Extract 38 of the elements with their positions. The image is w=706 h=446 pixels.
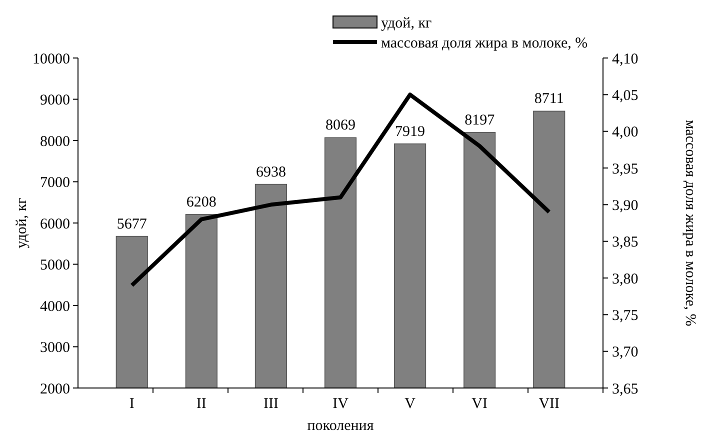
data-label: 7919 [395, 124, 426, 140]
y2-tick-label: 3,80 [612, 271, 638, 288]
data-label: 8197 [464, 112, 496, 128]
y-tick-label: 10000 [32, 51, 70, 68]
y-axis-title: удой, кг [14, 198, 30, 248]
y2-tick-label: 4,10 [612, 51, 638, 68]
x-tick-label: III [263, 396, 278, 412]
y2-tick-label: 3,90 [612, 198, 638, 214]
y2-tick-label: 3,70 [612, 344, 638, 361]
legend-label: удой, кг [381, 15, 432, 32]
x-tick-label: V [404, 396, 416, 412]
data-label: 8069 [326, 118, 356, 134]
y-tick-label: 2000 [40, 381, 70, 398]
y-tick-label: 6000 [40, 216, 70, 232]
data-label: 6938 [256, 164, 286, 180]
x-tick-label: I [129, 396, 134, 412]
y-tick-label: 4000 [40, 298, 70, 315]
x-tick-label: II [196, 396, 206, 412]
data-label: 5677 [116, 216, 148, 232]
y2-axis-title: массовая доля жира в молоке, % [682, 120, 698, 326]
data-label: 8711 [534, 91, 564, 108]
y2-tick-label: 3,95 [612, 161, 638, 178]
legend-label: массовая доля жира в молоке, % [381, 35, 588, 52]
data-label: 6208 [186, 194, 216, 210]
x-tick-label: IV [332, 396, 349, 412]
y2-tick-label: 4,00 [612, 124, 638, 141]
y-tick-label: 3000 [40, 340, 70, 356]
y2-tick-label: 3,75 [612, 308, 638, 324]
y2-tick-label: 3,85 [612, 234, 638, 251]
y-tick-label: 9000 [40, 92, 70, 108]
y-tick-label: 8000 [40, 134, 70, 150]
y-tick-label: 5000 [40, 258, 70, 274]
y2-tick-label: 4,05 [612, 88, 638, 104]
x-tick-label: VII [538, 396, 560, 412]
y2-tick-label: 3,65 [612, 381, 638, 398]
x-tick-label: VI [472, 396, 488, 412]
x-axis-title: поколения [307, 418, 374, 434]
y-tick-label: 7000 [40, 175, 70, 191]
